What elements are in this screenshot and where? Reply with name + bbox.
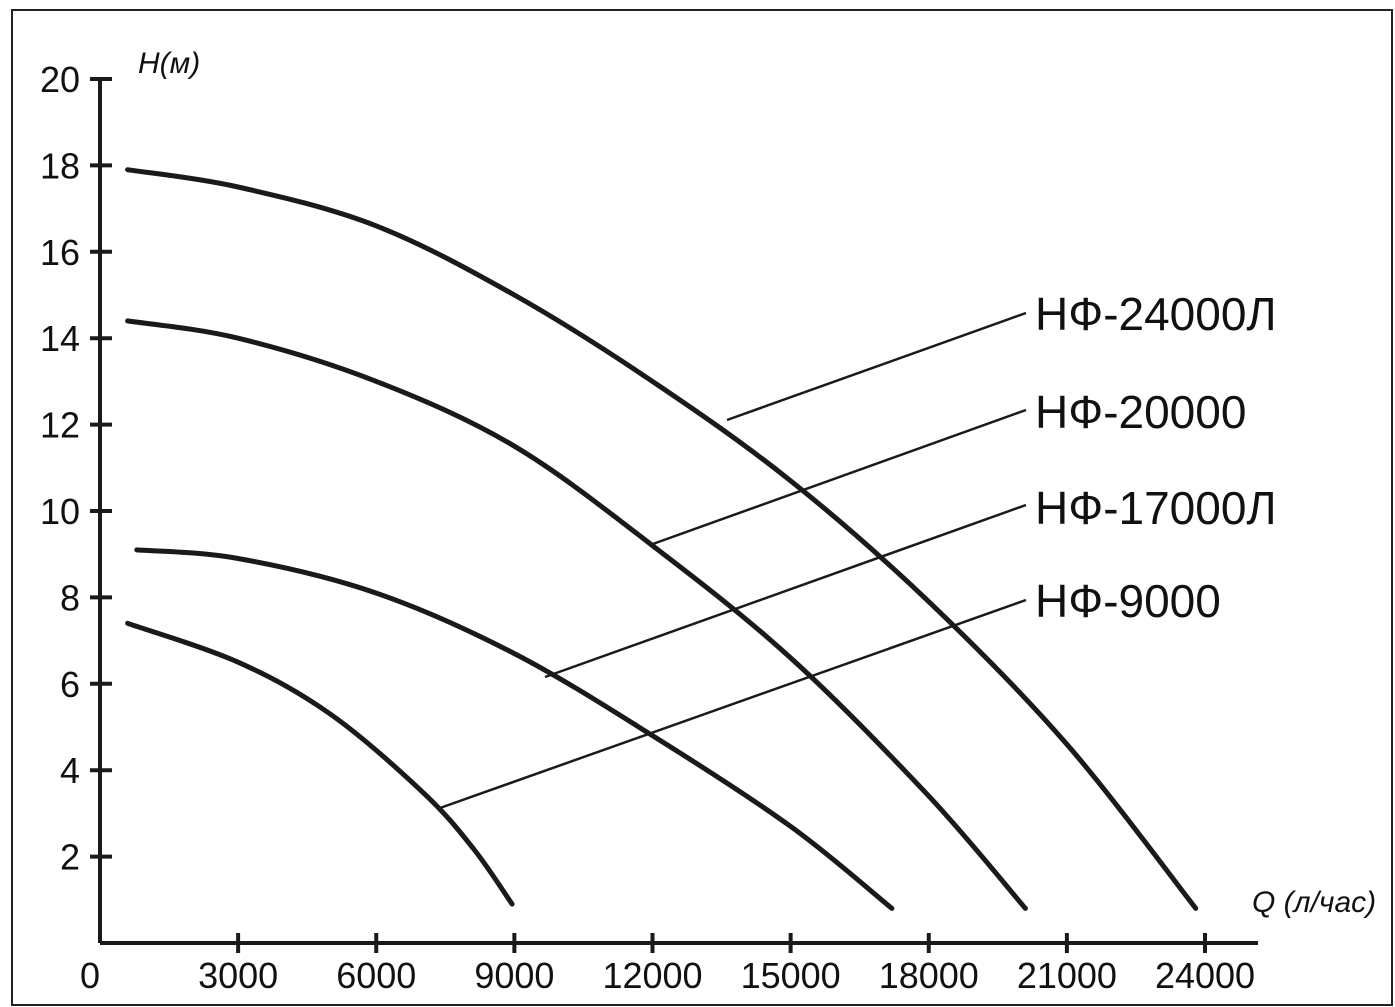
y-tick-label: 8 xyxy=(60,577,80,618)
x-tick-label: 9000 xyxy=(474,955,554,996)
x-axis-label: Q (л/час) xyxy=(1252,886,1376,919)
y-tick-label: 2 xyxy=(60,837,80,878)
y-axis-label: H(м) xyxy=(138,47,200,80)
y-tick-label: 4 xyxy=(60,750,80,791)
series-label: НФ-9000 xyxy=(1035,575,1221,627)
series-label: НФ-24000Л xyxy=(1035,288,1277,340)
y-tick-label: 18 xyxy=(40,145,80,186)
chart-border xyxy=(11,9,1393,1006)
x-tick-label: 12000 xyxy=(602,955,702,996)
ticks: 2 4 6 8 10 12 14 16 18 20 3000 6000 9000 12000 15000 18… xyxy=(40,59,1255,996)
series-curve xyxy=(134,547,895,911)
x-tick-label: 24000 xyxy=(1155,955,1255,996)
x-origin-label: 0 xyxy=(80,955,100,996)
x-tick-label: 3000 xyxy=(198,955,278,996)
x-tick-label: 18000 xyxy=(879,955,979,996)
y-tick-label: 16 xyxy=(40,232,80,273)
x-tick-label: 21000 xyxy=(1017,955,1117,996)
series-labels: НФ-24000Л НФ-20000 НФ-17000Л НФ-9000 xyxy=(439,288,1277,810)
series-leader-line xyxy=(726,311,1027,422)
series-leader-line xyxy=(544,503,1027,679)
series-label: НФ-20000 xyxy=(1035,386,1246,438)
x-tick-label: 15000 xyxy=(741,955,841,996)
y-tick-label: 14 xyxy=(40,318,80,359)
series-curve xyxy=(125,167,1199,911)
series-leader-line xyxy=(649,408,1027,547)
y-tick-label: 10 xyxy=(40,491,80,532)
series-leader-line xyxy=(439,598,1027,810)
y-tick-label: 20 xyxy=(40,59,80,100)
series-label: НФ-17000Л xyxy=(1035,482,1277,534)
series-curve xyxy=(125,620,515,907)
y-tick-label: 6 xyxy=(60,664,80,705)
x-tick-label: 6000 xyxy=(336,955,416,996)
curves xyxy=(125,167,1199,911)
y-tick-label: 12 xyxy=(40,405,80,446)
series-curve xyxy=(125,318,1028,911)
